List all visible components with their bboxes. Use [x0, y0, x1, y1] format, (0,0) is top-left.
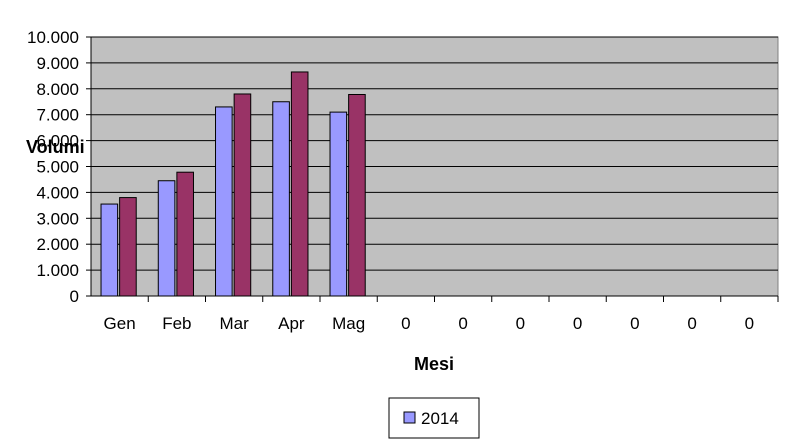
y-tick-label: 9.000 [36, 54, 79, 73]
y-tick-label: 5.000 [36, 158, 79, 177]
x-tick-labels: Gen Feb Mar Apr Mag 0 0 0 0 0 0 0 [104, 314, 755, 333]
x-tick-label: Feb [162, 314, 191, 333]
x-tick-label: 0 [458, 314, 467, 333]
y-tick-label: 3.000 [36, 209, 79, 228]
x-tick-label: Mar [219, 314, 249, 333]
bars [100, 71, 366, 297]
x-tick-label: 0 [745, 314, 754, 333]
bar [157, 180, 176, 297]
bar [215, 106, 233, 297]
bar [100, 203, 119, 297]
x-tick-label: Apr [278, 314, 305, 333]
y-tick-label: 7.000 [36, 106, 79, 125]
x-axis-title: Mesi [414, 354, 454, 374]
x-tick-label: Gen [104, 314, 136, 333]
y-tick-label: 2.000 [36, 235, 79, 254]
y-tick-label: 10.000 [27, 28, 79, 47]
legend-swatch [403, 411, 416, 424]
y-tick-labels: 0 1.000 2.000 3.000 4.000 5.000 6.000 7.000 8.00… [27, 28, 79, 306]
bar [272, 101, 290, 297]
grid-lines [91, 36, 778, 271]
bar [290, 71, 309, 297]
bar [348, 93, 366, 297]
y-axis-title: Volumi [26, 137, 85, 157]
bar [176, 171, 194, 297]
bar [233, 93, 252, 297]
y-tick-label: 8.000 [36, 80, 79, 99]
bar [329, 111, 348, 297]
x-tick-label: 0 [573, 314, 582, 333]
legend: 2014 [388, 397, 480, 439]
y-tick-label: 1.000 [36, 261, 79, 280]
x-tick-label: 0 [401, 314, 410, 333]
legend-label: 2014 [421, 409, 459, 428]
x-tick-label: Mag [332, 314, 365, 333]
bar [119, 197, 137, 297]
y-tick-label: 0 [70, 287, 79, 306]
y-tick-label: 4.000 [36, 183, 79, 202]
axes [86, 36, 779, 302]
x-tick-label: 0 [687, 314, 696, 333]
x-tick-label: 0 [630, 314, 639, 333]
y-tick-label: 6.000 [36, 132, 79, 151]
x-tick-label: 0 [516, 314, 525, 333]
